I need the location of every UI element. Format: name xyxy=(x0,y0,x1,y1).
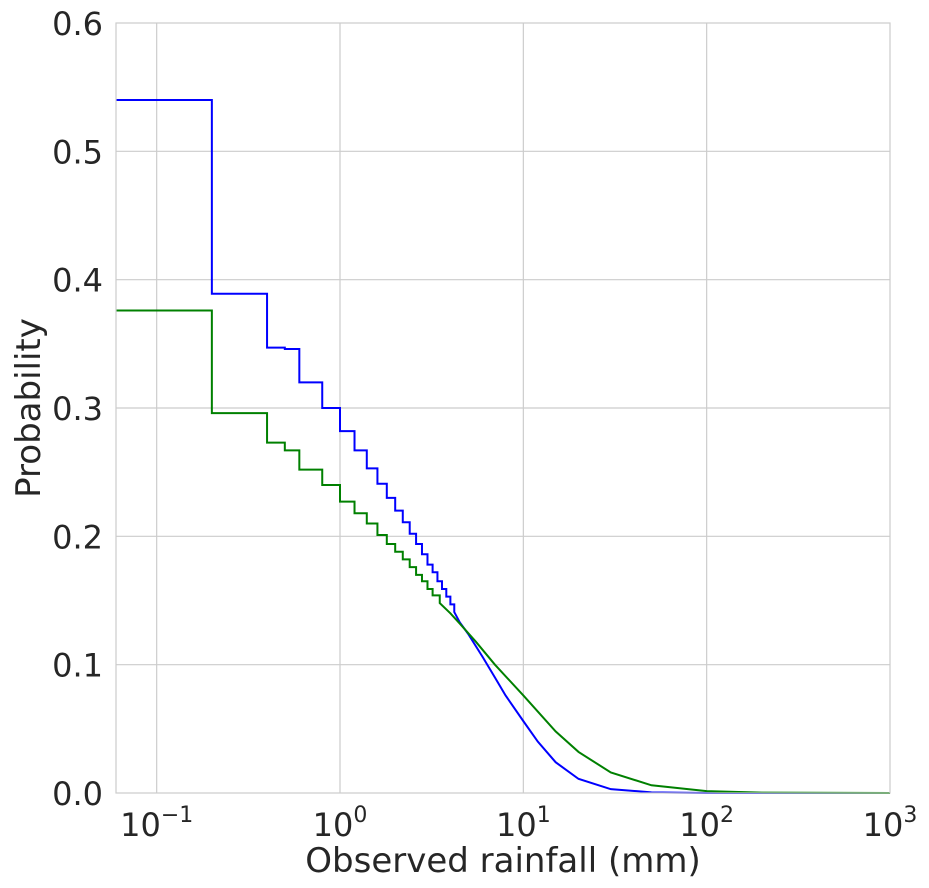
x-tick-label: 100 xyxy=(313,803,368,844)
y-tick-label: 0.4 xyxy=(52,262,103,300)
x-tick-label: 103 xyxy=(863,803,918,844)
series-layer xyxy=(116,99,891,794)
y-tick-label: 0.2 xyxy=(52,518,103,556)
y-tick-label: 0.3 xyxy=(52,390,103,428)
y-tick-label: 0.5 xyxy=(52,133,103,171)
y-tick-label: 0.1 xyxy=(52,647,103,685)
plot-frame xyxy=(115,22,891,794)
y-tick-label: 0.0 xyxy=(52,775,103,813)
x-tick-label: 10−1 xyxy=(120,803,193,844)
x-axis-label: Observed rainfall (mm) xyxy=(305,841,700,881)
y-tick-label: 0.6 xyxy=(52,5,103,43)
x-tick-labels: 10−1 100 101 102 103 xyxy=(120,803,917,844)
y-tick-labels: 0.0 0.1 0.2 0.3 0.4 0.5 0.6 xyxy=(52,5,103,813)
series-green-line xyxy=(116,309,891,794)
series-blue-line xyxy=(116,99,890,794)
y-axis-label: Probability xyxy=(9,318,49,498)
x-tick-label: 102 xyxy=(679,803,734,844)
x-tick-label: 101 xyxy=(496,803,551,844)
